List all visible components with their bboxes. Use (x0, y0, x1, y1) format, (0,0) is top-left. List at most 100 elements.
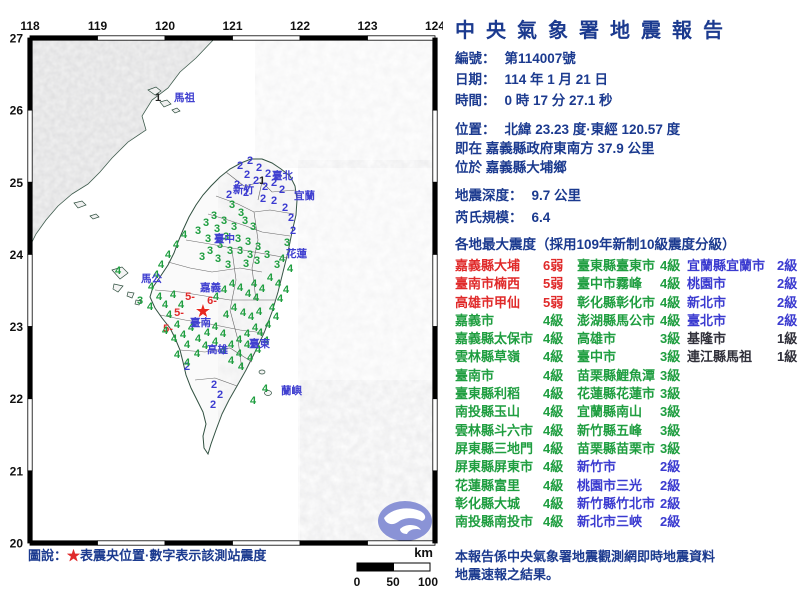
map-station-intensity: 4 (223, 309, 230, 321)
map-station-intensity: 4 (262, 383, 269, 395)
station-name: 彰化縣大城 (455, 495, 521, 511)
map-station-intensity: 4 (250, 395, 257, 407)
map-frame (27, 35, 438, 546)
map-station-intensity: 2 (184, 361, 190, 373)
station-intensity: 4級 (660, 312, 681, 328)
scale-bar (356, 562, 431, 572)
report-field: 日期： 114 年 1 月 21 日 (455, 69, 800, 90)
table-row: 嘉義市 4級 (455, 312, 563, 330)
station-intensity: 2級 (660, 477, 681, 493)
station-name: 高雄市 (577, 331, 617, 347)
table-row: 新竹縣五峰 3級 (577, 422, 680, 440)
table-row: 臺南市楠西 5弱 (455, 275, 563, 293)
station-name: 屏東縣屏東市 (455, 459, 534, 475)
station-intensity: 4級 (543, 386, 564, 402)
y-tick-label: 24 (10, 248, 24, 262)
station-intensity: 2級 (777, 258, 798, 273)
map-station-intensity: 4 (220, 345, 227, 357)
report-field: 時間： 0 時 17 分 27.1 秒 (455, 90, 800, 111)
bathymetry-texture (255, 38, 435, 543)
map-station-intensity: 3 (245, 236, 251, 248)
map-station-intensity: 4 (256, 306, 263, 318)
station-name: 臺中市霧峰 (577, 276, 643, 292)
map-station-intensity: 4 (245, 288, 252, 300)
field-value: 9.7 公里 (531, 188, 582, 203)
map-station-intensity: 4 (212, 336, 219, 348)
map-station-intensity: 1 (155, 92, 161, 104)
x-tick-label: 120 (155, 19, 175, 33)
table-row: 雲林縣草嶺 4級 (455, 348, 563, 366)
map-station-intensity: 4 (253, 292, 260, 304)
map-station-intensity: 4 (221, 284, 228, 296)
map-station-intensity: 3 (137, 295, 143, 307)
map-station-intensity: 3 (221, 215, 227, 227)
map-city-label: 臺南 (190, 316, 211, 329)
table-row: 臺北市 2級 (687, 312, 797, 330)
map-station-intensity: 4 (240, 307, 247, 319)
station-name: 臺北市 (687, 312, 727, 328)
map-station-intensity: 3 (199, 251, 205, 263)
map-station-intensity: 4 (252, 322, 259, 334)
map-station-intensity: 2 (226, 189, 232, 201)
station-intensity: 4級 (543, 349, 564, 365)
map-station-intensity: 3 (217, 239, 223, 251)
map-city-label: 臺東 (249, 337, 270, 350)
field-label: 地震深度： (455, 188, 523, 203)
map-station-intensity: 5- (163, 323, 173, 335)
field-value: 位於 嘉義縣大埔鄉 (455, 160, 567, 175)
map-station-intensity: 2 (237, 160, 243, 172)
map-station-intensity: 2 (265, 168, 271, 180)
station-name: 新竹縣五峰 (577, 422, 643, 438)
table-row: 臺中市霧峰 4級 (577, 275, 680, 293)
field-label: 位置： (455, 122, 496, 137)
map-city-label: 新竹 (233, 183, 254, 196)
station-name: 新北市三峽 (577, 514, 643, 530)
cwa-logo-icon (378, 501, 432, 541)
map-station-intensity: 4 (237, 282, 244, 294)
table-row: 彰化縣大城 4級 (455, 495, 563, 513)
map-station-intensity: 4 (229, 278, 236, 290)
station-name: 臺東縣臺東市 (577, 258, 656, 273)
epicenter-star-icon: ★ (195, 301, 211, 321)
map-station-intensity: 2 (243, 187, 249, 199)
station-name: 臺南市楠西 (455, 276, 521, 292)
x-tick-label: 122 (290, 19, 310, 33)
map-station-intensity: 2 (290, 225, 296, 237)
report-field: 位置： 北緯 23.23 度·東經 120.57 度 (455, 120, 800, 139)
map-station-intensity: 2 (244, 169, 250, 181)
table-row: 花蓮縣花蓮市 3級 (577, 385, 680, 403)
station-name: 臺中市 (577, 349, 617, 365)
field-value: 北緯 23.23 度·東經 120.57 度 (504, 122, 681, 137)
map-station-intensity: 4 (231, 302, 238, 314)
station-name: 雲林縣草嶺 (455, 349, 521, 365)
table-row: 新竹市 2級 (577, 458, 680, 476)
station-intensity: 6弱 (543, 258, 564, 273)
scale-100-label: 100 (418, 575, 438, 589)
station-intensity: 2級 (660, 495, 681, 511)
map-station-intensity: 3 (214, 223, 220, 235)
field-label: 芮氏規模： (455, 210, 523, 225)
map-station-intensity: 3 (242, 215, 248, 227)
map-station-intensity: 4 (244, 339, 251, 351)
table-row: 臺中市 3級 (577, 348, 680, 366)
station-intensity: 3級 (660, 386, 681, 402)
station-name: 花蓮縣花蓮市 (577, 386, 656, 402)
y-tick-label: 27 (10, 32, 24, 46)
table-row: 南投縣南投市 4級 (455, 513, 563, 531)
map-station-intensity: 4 (158, 259, 165, 271)
station-name: 桃園市 (687, 276, 727, 292)
y-tick-label: 20 (10, 537, 24, 551)
y-tick-label: 26 (10, 104, 24, 118)
table-row: 嘉義縣太保市 4級 (455, 330, 563, 348)
map-station-intensity: 2 (217, 389, 223, 401)
map-station-intensity: 3 (238, 207, 244, 219)
table-row: 南投縣玉山 4級 (455, 403, 563, 421)
station-intensity: 4級 (660, 258, 681, 273)
field-value: 114 年 1 月 21 日 (504, 72, 609, 87)
intensity-column-2: 臺東縣臺東市 4級 臺中市霧峰 4級 彰化縣彰化市 4級 澎湖縣馬公市 4級 高雄市 3級 臺中市 3… (577, 257, 680, 531)
map-station-intensity: 4 (162, 299, 169, 311)
station-name: 嘉義縣大埔 (455, 258, 521, 273)
